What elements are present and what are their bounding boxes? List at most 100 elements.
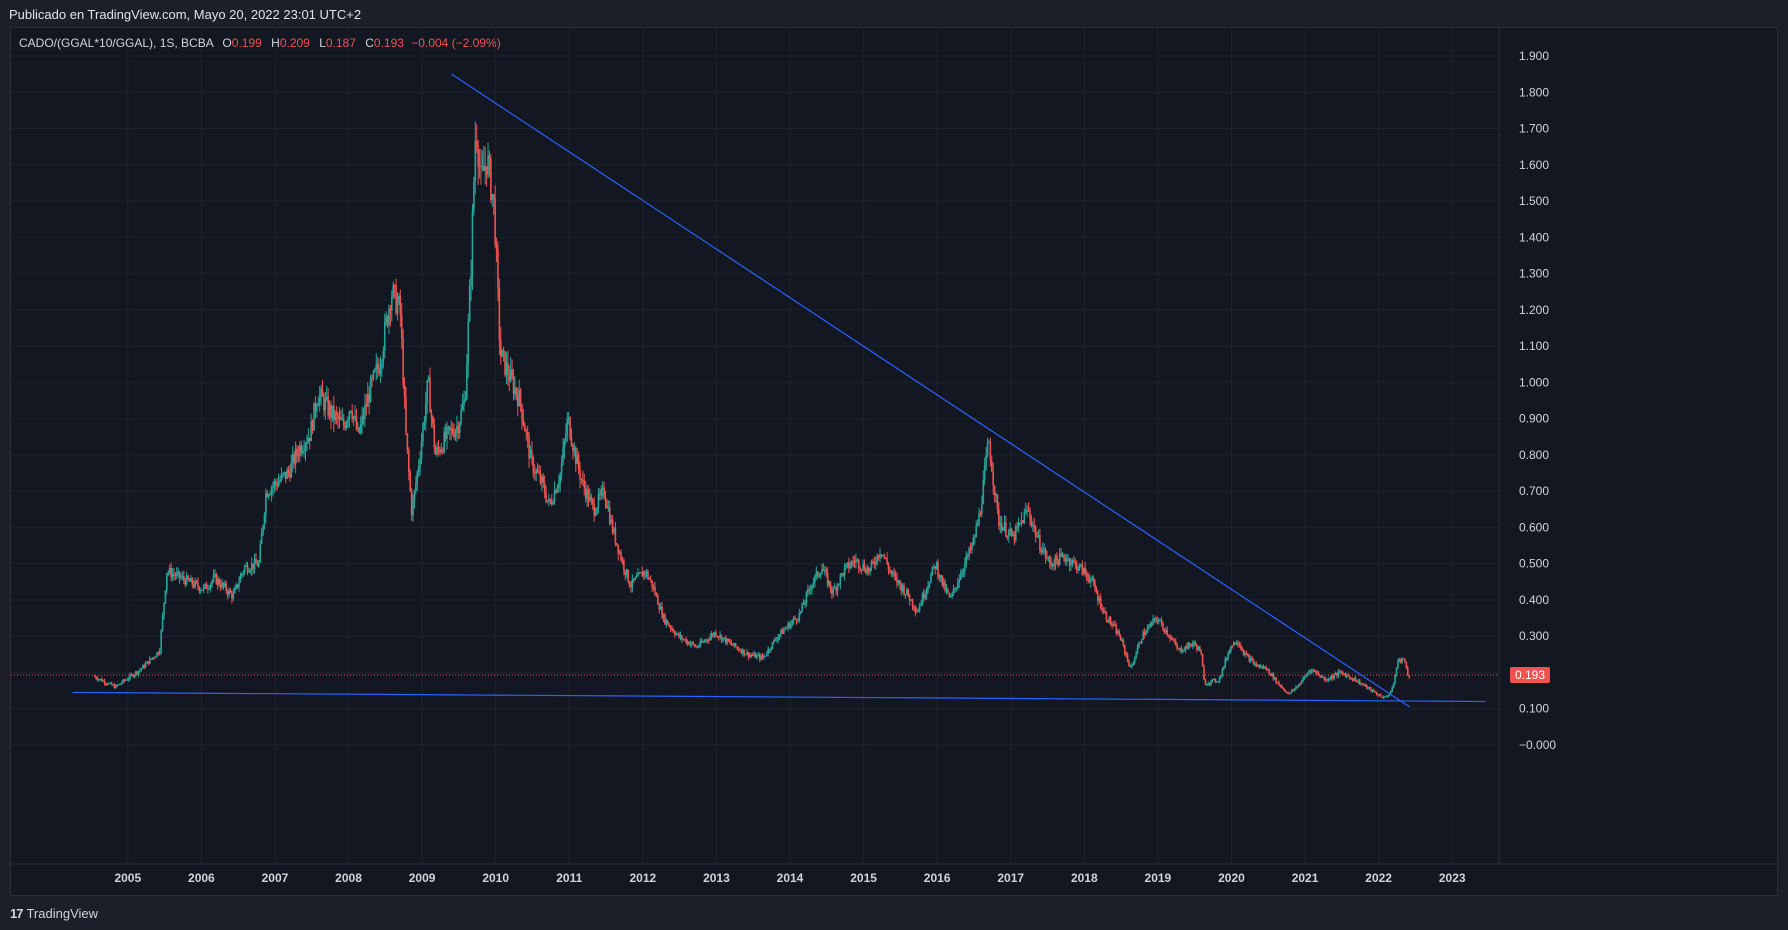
- candle-body-down: [1180, 648, 1183, 652]
- candle-body-up: [263, 514, 266, 526]
- candle-body-down: [498, 287, 501, 341]
- candle-body-up: [125, 679, 127, 681]
- candle-body-down: [877, 555, 880, 558]
- candle-body-down: [737, 647, 740, 651]
- candle-body-down: [451, 428, 454, 434]
- candle-body-down: [323, 396, 325, 411]
- candle-body-up: [1307, 672, 1310, 674]
- candle-body-down: [1039, 535, 1041, 551]
- candle-body-up: [1330, 675, 1333, 679]
- candle-body-up: [129, 674, 131, 679]
- x-tick-label: 2014: [777, 871, 804, 885]
- candle-body-down: [1111, 624, 1113, 626]
- candle-body-down: [174, 574, 177, 577]
- candle-body-down: [492, 194, 495, 198]
- candle-body-down: [533, 472, 536, 474]
- candle-body-down: [1368, 687, 1371, 689]
- candle-body-down: [362, 415, 365, 419]
- candle-body-up: [140, 668, 143, 670]
- candle-body-down: [1258, 664, 1261, 668]
- candle-body-down: [512, 376, 515, 394]
- candle-body-up: [267, 494, 270, 497]
- candle-body-down: [432, 416, 434, 425]
- candle-body-down: [330, 404, 332, 419]
- candle-body-up: [1080, 564, 1082, 566]
- candle-body-up: [1007, 531, 1010, 537]
- candle-body-up: [637, 572, 639, 577]
- candle-body-up: [1061, 554, 1064, 556]
- candle-body-up: [514, 387, 516, 394]
- candle-body-down: [591, 499, 594, 504]
- candle-body-down: [1361, 683, 1364, 685]
- candle-body-up: [556, 487, 559, 493]
- candle-body-down: [123, 679, 126, 681]
- candle-body-down: [1074, 561, 1077, 563]
- candle-body-down: [1363, 684, 1365, 686]
- candle-body-up: [273, 481, 276, 487]
- candle-body-up: [849, 565, 852, 569]
- candle-body-down: [1323, 676, 1326, 680]
- candle-body-up: [642, 571, 645, 577]
- candle-body-down: [727, 638, 730, 642]
- candle-body-down: [386, 316, 389, 325]
- brand-name[interactable]: TradingView: [26, 905, 99, 921]
- candle-body-up: [918, 605, 921, 611]
- candle-body-up: [942, 581, 945, 586]
- candle-body-down: [1128, 660, 1130, 667]
- candle-body-down: [1050, 562, 1053, 566]
- candle-body-up: [139, 669, 141, 671]
- candlestick-chart[interactable]: 1.900 1.800 1.700 1.600 1.500 1.400 1.300 1.200…: [11, 28, 1777, 895]
- candle-body-down: [572, 445, 574, 452]
- candle-body-down: [402, 338, 404, 386]
- candle-body-down: [872, 561, 874, 563]
- candle-body-down: [321, 388, 324, 397]
- candle-body-down: [444, 431, 447, 439]
- candle-body-down: [1286, 692, 1289, 694]
- candle-body-up: [467, 321, 470, 364]
- grid: [11, 28, 1777, 865]
- candle-body-down: [132, 674, 134, 677]
- time-axis[interactable]: 2005 2006 2007 2008 2009 2010 2011 2012 2013 2014…: [114, 871, 1465, 885]
- candle-body-down: [226, 591, 229, 595]
- candle-body-down: [488, 155, 491, 159]
- candle-body-down: [768, 649, 771, 651]
- candle-body-up: [364, 404, 366, 419]
- chart-area[interactable]: 1.900 1.800 1.700 1.600 1.500 1.400 1.300 1.200…: [10, 27, 1778, 896]
- candle-body-down: [693, 644, 696, 647]
- candle-body-down: [853, 561, 856, 563]
- candle-body-down: [1068, 558, 1071, 566]
- candle-body-up: [1327, 679, 1330, 681]
- candle-body-down: [378, 368, 380, 374]
- candle-body-down: [192, 584, 195, 587]
- candle-body-up: [304, 444, 307, 451]
- candle-body-up: [1235, 643, 1238, 645]
- candle-body-down: [966, 555, 969, 557]
- candle-body-down: [531, 450, 533, 458]
- candle-body-down: [215, 573, 218, 585]
- candle-body-up: [468, 286, 471, 322]
- candle-body-up: [374, 369, 376, 372]
- candle-body-down: [1201, 653, 1204, 667]
- candle-body-down: [497, 249, 499, 288]
- candle-body-up: [975, 525, 978, 537]
- candle-body-down: [1056, 555, 1058, 561]
- x-tick-label: 2023: [1439, 871, 1466, 885]
- candle-body-down: [998, 508, 1000, 526]
- candle-body-down: [606, 501, 608, 509]
- price-axis[interactable]: 1.900 1.800 1.700 1.600 1.500 1.400 1.300 1.200…: [1510, 49, 1556, 752]
- candle-body-down: [893, 572, 895, 575]
- candle-body-up: [392, 285, 395, 297]
- candle-body-down: [480, 166, 482, 168]
- candle-body-down: [1299, 684, 1302, 686]
- candle-body-up: [214, 573, 216, 576]
- candle-body-up: [417, 465, 420, 472]
- candle-body-down: [826, 572, 829, 585]
- candle-body-up: [958, 579, 961, 583]
- candle-body-down: [430, 412, 433, 417]
- candle-body-down: [724, 637, 727, 644]
- candle-body-up: [1091, 578, 1094, 580]
- tradingview-logo-icon[interactable]: 17: [10, 905, 24, 921]
- candle-body-down: [717, 636, 720, 638]
- y-tick-label: 1.500: [1519, 194, 1549, 208]
- symbol-name[interactable]: CADO/(GGAL*10/GGAL), 1S, BCBA: [19, 36, 214, 50]
